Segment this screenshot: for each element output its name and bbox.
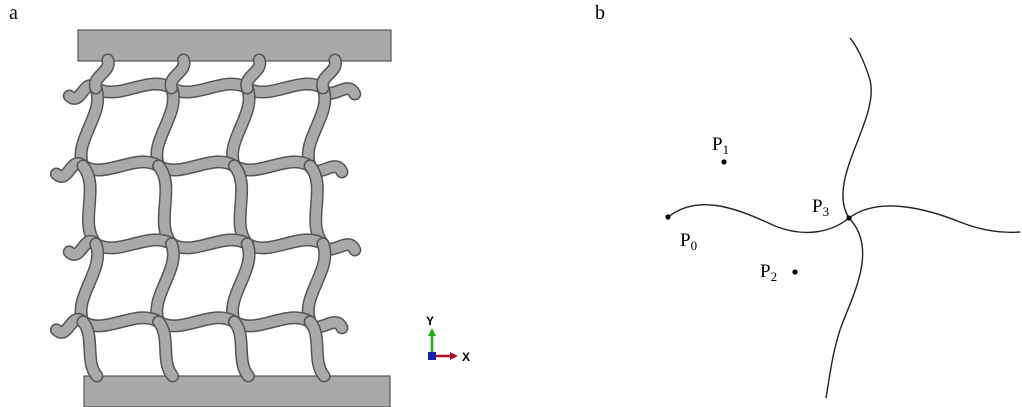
plate-connector-bottom — [229, 316, 254, 381]
point-p2-dot — [792, 269, 798, 275]
bottom-plate — [83, 375, 391, 407]
point-p3-dot — [846, 215, 852, 221]
plate-connector-top — [166, 55, 189, 93]
horizontal-strut — [153, 156, 240, 175]
horizontal-strut — [242, 234, 328, 253]
plate-connector-bottom — [305, 316, 330, 381]
control-points: P0 P1 P2 P3 — [665, 134, 852, 284]
panel-b-label: b — [595, 2, 605, 24]
point-p3-label: P3 — [812, 196, 829, 219]
horizontal-strut — [153, 312, 240, 331]
horizontal-strut — [229, 156, 316, 175]
triad-x-arrowhead — [450, 352, 458, 360]
horizontal-strut — [229, 312, 316, 331]
horizontal-strut — [90, 78, 177, 98]
point-p0-label: P0 — [680, 230, 697, 253]
lattice-structure — [49, 29, 392, 407]
top-plate — [77, 29, 392, 62]
triad-x-label: X — [462, 350, 470, 364]
triad-y-arrowhead — [428, 328, 436, 336]
vertical-strut — [305, 160, 328, 249]
curve-top-arm — [842, 37, 872, 219]
plate-connector-bottom — [77, 316, 102, 381]
horizontal-strut — [166, 78, 253, 98]
horizontal-strut — [90, 234, 177, 253]
plate-connector-top — [241, 55, 265, 93]
triad-y-label: Y — [426, 314, 434, 328]
vertical-strut — [153, 160, 177, 249]
triad-z-marker — [428, 352, 436, 360]
point-p0-dot — [665, 214, 671, 220]
horizontal-strut — [166, 234, 253, 253]
horizontal-strut — [77, 156, 164, 175]
lattice-struts — [49, 53, 362, 383]
curve-right-arm — [848, 205, 1021, 233]
curve-left-arm — [667, 203, 850, 234]
point-p2-label: P2 — [760, 261, 777, 284]
curve-bottom-arm — [825, 217, 864, 399]
horizontal-strut — [77, 312, 164, 331]
vertical-strut — [229, 160, 253, 249]
horizontal-strut — [242, 78, 328, 98]
point-p1-dot — [721, 159, 727, 165]
plate-connector-top — [317, 55, 341, 93]
coordinate-triad: Y X — [426, 314, 470, 364]
curve-diagram — [667, 37, 1021, 399]
vertical-strut — [77, 160, 101, 249]
point-p1-label: P1 — [712, 134, 729, 157]
plate-connector-top — [90, 55, 114, 93]
plate-connector-bottom — [153, 316, 178, 381]
panel-a-label: a — [9, 2, 18, 24]
